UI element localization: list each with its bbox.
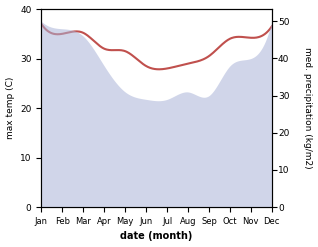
Y-axis label: max temp (C): max temp (C) xyxy=(5,77,15,139)
X-axis label: date (month): date (month) xyxy=(121,231,193,242)
Y-axis label: med. precipitation (kg/m2): med. precipitation (kg/m2) xyxy=(303,47,313,169)
